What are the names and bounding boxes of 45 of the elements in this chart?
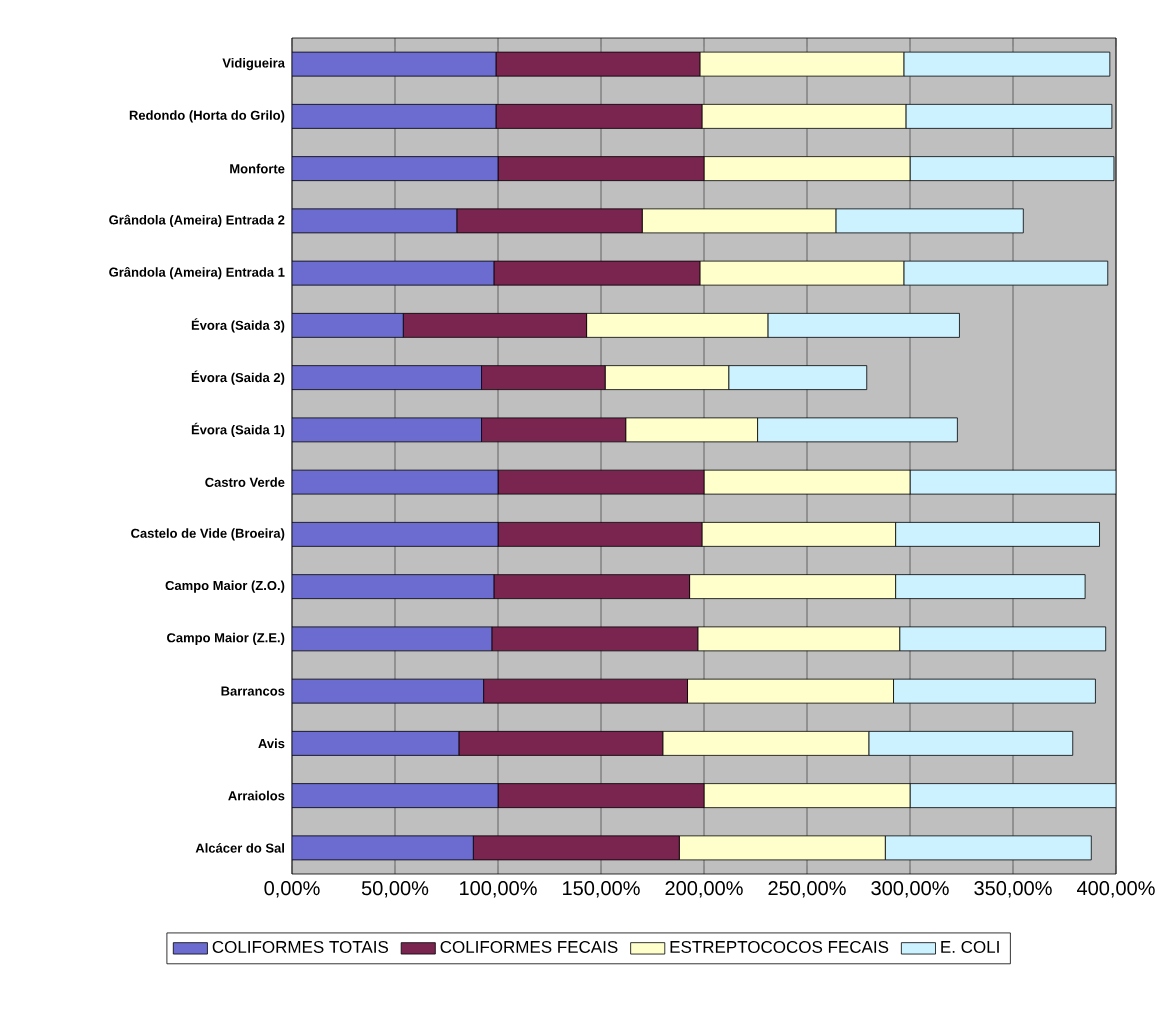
bar: [899, 626, 1107, 652]
bar: [909, 156, 1115, 182]
x-tick-label: 350,00%: [974, 881, 1052, 898]
y-tick-label: Campo Maior (Z.O.): [165, 580, 285, 593]
y-tick-label: Arraiolos: [228, 790, 285, 801]
x-tick-label: 100,00%: [460, 881, 537, 898]
x-tick-label: 150,00%: [563, 881, 640, 898]
y-tick-label: Campo Maior (Z.E.): [167, 632, 285, 645]
x-tick-label: 400,00%: [1077, 881, 1155, 898]
y-tick-label: Monforte: [230, 163, 285, 174]
y-tick-label: Grândola (Ameira) Entrada 2: [109, 214, 285, 228]
bar: [903, 51, 1111, 77]
y-tick-label: Castro Verde: [205, 477, 285, 487]
legend-label: COLIFORMES TOTAIS: [212, 940, 389, 953]
bar: [757, 417, 958, 443]
x-tick-label: 50,00%: [361, 881, 429, 898]
bar: [903, 260, 1109, 286]
y-tick-label: Avis: [258, 738, 285, 749]
legend-label: E. COLI: [941, 940, 999, 953]
y-tick-label: Vidigueira: [222, 58, 286, 71]
y-tick-label: Grândola (Ameira) Entrada 1: [109, 266, 285, 280]
y-tick-label: Alcácer do Sal: [195, 843, 284, 853]
bar: [893, 678, 1096, 704]
y-tick-label: Évora (Saida 3): [191, 318, 285, 333]
bar: [909, 783, 1117, 809]
bar: [884, 835, 1092, 861]
y-tick-label: Évora (Saida 2): [191, 370, 285, 385]
bar: [767, 312, 960, 338]
x-tick-label: 200,00%: [665, 881, 743, 898]
bar: [835, 208, 1024, 234]
bar: [895, 574, 1086, 600]
y-tick-label: Barrancos: [221, 686, 285, 696]
bar: [895, 521, 1100, 547]
x-tick-label: 0,00%: [264, 881, 320, 898]
y-tick-label: Évora (Saida 1): [191, 422, 285, 437]
bar: [905, 103, 1113, 129]
bar: [728, 365, 868, 391]
legend-label: COLIFORMES FECAIS: [440, 940, 618, 953]
legend-label: ESTREPTOCOCOS FECAIS: [670, 940, 889, 953]
y-tick-label: Castelo de Vide (Broeira): [131, 528, 285, 541]
x-tick-label: 250,00%: [768, 881, 846, 898]
y-tick-label: Redondo (Horta do Grilo): [129, 110, 285, 123]
bar: [868, 730, 1074, 756]
x-tick-label: 300,00%: [871, 881, 949, 898]
bar: [909, 469, 1117, 495]
